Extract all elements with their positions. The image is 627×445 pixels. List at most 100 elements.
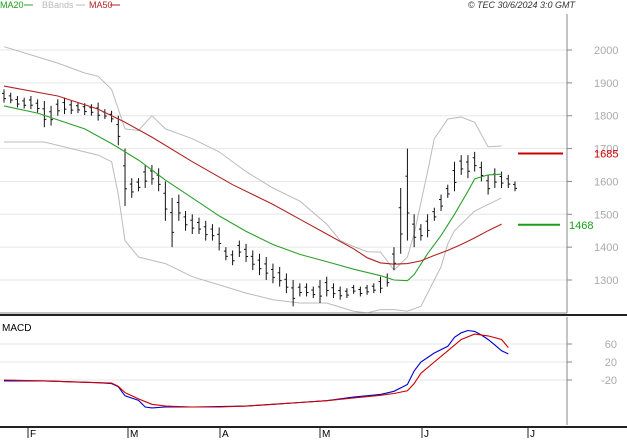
signal-line [3, 333, 509, 408]
ohlc-bar [371, 283, 376, 294]
ohlc-bar [486, 174, 491, 195]
price-level-label: 1685 [594, 149, 618, 161]
ohlc-bar [257, 253, 262, 276]
ohlc-bar [123, 148, 128, 207]
ohlc-bar [62, 97, 67, 115]
macd-lines [3, 329, 509, 409]
ohlc-bar [398, 188, 403, 254]
ohlc-bar [391, 247, 396, 271]
x-tick-label: A [222, 429, 229, 440]
x-axis-bar [0, 426, 627, 428]
chart-header: MA20 BBands MA50 © TEC 30/6/2024 3:0 GMT [0, 0, 576, 10]
ohlc-bar [196, 217, 201, 234]
x-tick-label: F [30, 429, 36, 440]
price-tick-label: 1300 [594, 275, 618, 287]
ohlc-bar [445, 184, 450, 198]
ohlc-bar [190, 214, 195, 234]
legend-ma20-label: MA20 [0, 0, 24, 10]
ohlc-bar [89, 104, 94, 116]
ohlc-bar [344, 288, 349, 299]
ohlc-bar [75, 102, 80, 114]
ohlc-bar [2, 89, 6, 103]
ohlc-bar [102, 109, 107, 119]
ohlc-bar [149, 165, 154, 185]
ohlc-bar [223, 247, 228, 261]
ohlc-bar [365, 284, 370, 295]
panel-separator [0, 314, 627, 316]
ohlc-bar [291, 280, 296, 307]
ohlc-bar [35, 99, 40, 113]
price-panel: 2000 1900 1800 1700 1600 1500 1400 1300 1685 146… [0, 14, 618, 314]
ohlc-bar [412, 214, 417, 248]
x-tick-label: J [530, 429, 535, 440]
ohlc-bar [8, 92, 13, 104]
ohlc-bar [297, 283, 302, 297]
ohlc-bar [210, 224, 215, 241]
ohlc-bar [109, 110, 114, 123]
legend-ma50-label: MA50 [89, 0, 113, 10]
x-tick-label: J [424, 429, 429, 440]
ohlc-bar [304, 283, 309, 297]
ohlc-bar [183, 211, 188, 231]
x-tick-label: M [322, 429, 330, 440]
macd-title: MACD [2, 323, 31, 334]
ohlc-bar [284, 273, 289, 294]
ohlc-bar [324, 276, 329, 297]
ohlc-bar [129, 178, 134, 198]
moving-averages [3, 85, 502, 282]
ohlc-bar [439, 194, 444, 211]
ohlc-bar [42, 100, 47, 128]
ohlc-bar [237, 240, 242, 257]
ohlc-bar [338, 286, 343, 300]
ohlc-bar [15, 96, 20, 108]
ohlc-bar [270, 263, 275, 284]
ohlc-bar [69, 100, 74, 115]
ohlc-bar [28, 96, 33, 110]
ohlc-bar [318, 280, 323, 303]
ohlc-bar [244, 243, 249, 262]
ohlc-bars [2, 89, 517, 307]
price-tick-label: 1900 [594, 78, 618, 90]
ohlc-bar [513, 181, 517, 192]
ohlc-bar [405, 148, 410, 241]
ohlc-bar [479, 161, 484, 182]
copyright-text: © TEC 30/6/2024 3:0 GMT [468, 0, 577, 10]
ohlc-bar [55, 99, 60, 116]
x-tick-label: M [130, 429, 138, 440]
price-tick-label: 1500 [594, 209, 618, 221]
ohlc-bar [277, 266, 282, 287]
level-markers: 1685 1468 [518, 149, 618, 232]
ohlc-bar [143, 165, 148, 188]
ohlc-bar [217, 227, 222, 251]
bbands-lower-line [4, 141, 502, 314]
macd-axis-ticks: 60 20 -20 [567, 339, 617, 387]
ma20-line [3, 105, 502, 282]
ohlc-bar [418, 224, 423, 241]
price-grid [0, 49, 567, 281]
ohlc-bar [170, 197, 175, 248]
ma-level-label: 1468 [569, 220, 593, 232]
ohlc-bar [230, 250, 235, 266]
ohlc-bar [203, 220, 208, 241]
ohlc-bar [358, 286, 363, 297]
price-tick-label: 1800 [594, 111, 618, 123]
macd-tick-label: -20 [601, 375, 617, 387]
ohlc-bar [432, 207, 437, 221]
ohlc-bar [264, 257, 269, 280]
ohlc-bar [506, 174, 511, 188]
ohlc-bar [311, 286, 316, 299]
ohlc-bar [459, 155, 464, 175]
bollinger-bands [3, 46, 502, 314]
macd-grid [0, 343, 567, 381]
price-tick-label: 1600 [594, 176, 618, 188]
ohlc-bar [425, 214, 430, 238]
ohlc-bar [49, 105, 54, 126]
macd-tick-label: 60 [605, 339, 617, 351]
ohlc-bar [250, 250, 255, 271]
ohlc-bar [452, 161, 457, 192]
price-tick-label: 1400 [594, 242, 618, 254]
ohlc-bar [176, 194, 181, 221]
